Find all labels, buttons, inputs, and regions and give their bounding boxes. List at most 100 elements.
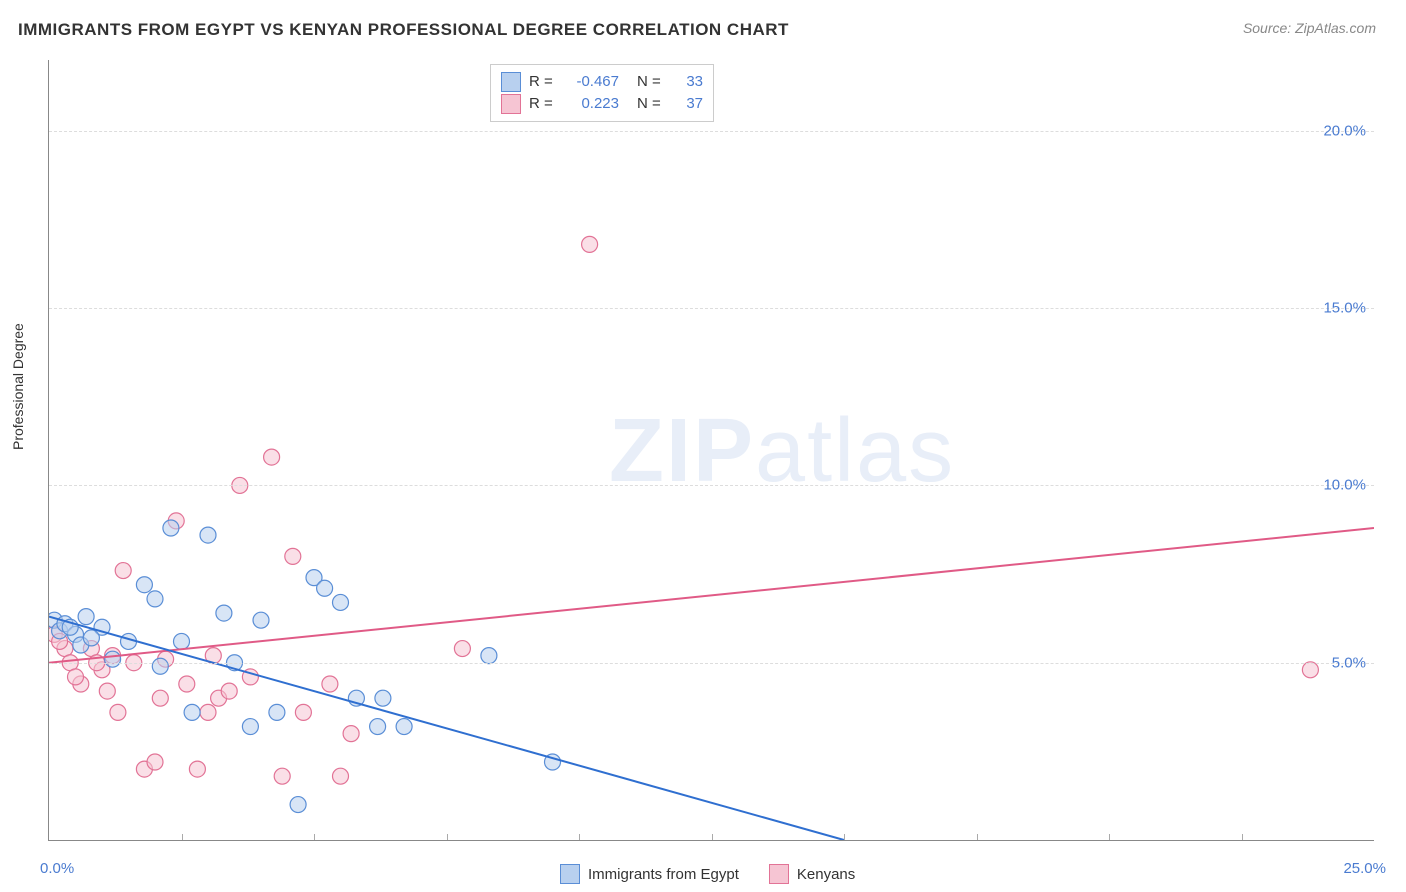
x-minor-tick <box>314 834 315 840</box>
legend-row: R =0.223N =37 <box>501 93 703 115</box>
scatter-point-egypt <box>253 612 269 628</box>
scatter-point-kenya <box>136 761 152 777</box>
scatter-point-kenya <box>83 641 99 657</box>
n-value: 33 <box>675 71 703 93</box>
scatter-point-egypt <box>317 580 333 596</box>
x-minor-tick <box>977 834 978 840</box>
scatter-point-kenya <box>99 683 115 699</box>
scatter-point-kenya <box>152 690 168 706</box>
scatter-point-kenya <box>49 626 62 642</box>
x-minor-tick <box>579 834 580 840</box>
scatter-point-egypt <box>94 619 110 635</box>
scatter-point-kenya <box>73 676 89 692</box>
scatter-point-egypt <box>62 619 78 635</box>
scatter-point-kenya <box>1302 662 1318 678</box>
x-tick-min: 0.0% <box>40 860 74 877</box>
scatter-point-egypt <box>481 648 497 664</box>
scatter-point-kenya <box>105 648 121 664</box>
scatter-point-egypt <box>184 704 200 720</box>
scatter-point-kenya <box>582 236 598 252</box>
x-minor-tick <box>712 834 713 840</box>
x-minor-tick <box>447 834 448 840</box>
x-minor-tick <box>844 834 845 840</box>
scatter-point-egypt <box>545 754 561 770</box>
scatter-point-kenya <box>205 648 221 664</box>
legend-swatch <box>769 864 789 884</box>
scatter-point-egypt <box>78 609 94 625</box>
scatter-point-kenya <box>179 676 195 692</box>
r-value: 0.223 <box>567 93 619 115</box>
scatter-point-egypt <box>375 690 391 706</box>
y-axis-label: Professional Degree <box>10 323 26 450</box>
scatter-point-egypt <box>290 797 306 813</box>
chart-svg <box>49 60 1374 840</box>
scatter-point-kenya <box>211 690 227 706</box>
scatter-point-kenya <box>57 641 73 657</box>
scatter-point-egypt <box>136 577 152 593</box>
regression-line-egypt <box>49 617 844 840</box>
gridline-h <box>49 131 1374 132</box>
scatter-point-egypt <box>242 719 258 735</box>
x-tick-max: 25.0% <box>1343 860 1386 877</box>
scatter-point-kenya <box>221 683 237 699</box>
chart-title: IMMIGRANTS FROM EGYPT VS KENYAN PROFESSI… <box>18 20 789 40</box>
chart-container: IMMIGRANTS FROM EGYPT VS KENYAN PROFESSI… <box>0 0 1406 892</box>
scatter-point-kenya <box>343 726 359 742</box>
y-tick-label: 5.0% <box>1332 654 1366 671</box>
y-tick-label: 20.0% <box>1323 122 1366 139</box>
scatter-point-egypt <box>333 594 349 610</box>
r-label: R = <box>529 71 559 93</box>
scatter-point-egypt <box>396 719 412 735</box>
x-minor-tick <box>182 834 183 840</box>
scatter-point-egypt <box>57 616 73 632</box>
x-minor-tick <box>1242 834 1243 840</box>
legend-row: R =-0.467N =33 <box>501 71 703 93</box>
scatter-point-kenya <box>242 669 258 685</box>
x-minor-tick <box>1109 834 1110 840</box>
plot-area: ZIPatlas 5.0% 10.0% 15.0% 20.0% <box>48 60 1374 841</box>
scatter-point-kenya <box>168 513 184 529</box>
n-label: N = <box>637 93 667 115</box>
scatter-point-egypt <box>52 623 68 639</box>
scatter-point-egypt <box>83 630 99 646</box>
scatter-point-egypt <box>68 626 84 642</box>
scatter-point-kenya <box>94 662 110 678</box>
scatter-point-egypt <box>174 633 190 649</box>
scatter-point-egypt <box>200 527 216 543</box>
legend-label: Kenyans <box>797 866 855 883</box>
gridline-h <box>49 485 1374 486</box>
scatter-point-egypt <box>121 633 137 649</box>
scatter-point-egypt <box>105 651 121 667</box>
scatter-point-egypt <box>163 520 179 536</box>
scatter-point-egypt <box>147 591 163 607</box>
gridline-h <box>49 308 1374 309</box>
scatter-point-kenya <box>322 676 338 692</box>
y-tick-label: 10.0% <box>1323 477 1366 494</box>
scatter-point-kenya <box>274 768 290 784</box>
scatter-point-kenya <box>333 768 349 784</box>
scatter-point-kenya <box>158 651 174 667</box>
scatter-point-kenya <box>454 641 470 657</box>
scatter-point-kenya <box>189 761 205 777</box>
legend-swatch <box>501 94 521 114</box>
r-label: R = <box>529 93 559 115</box>
scatter-point-egypt <box>348 690 364 706</box>
series-legend: Immigrants from Egypt Kenyans <box>560 864 855 884</box>
legend-item: Immigrants from Egypt <box>560 864 739 884</box>
legend-swatch <box>501 72 521 92</box>
source-credit: Source: ZipAtlas.com <box>1243 20 1376 36</box>
scatter-point-kenya <box>147 754 163 770</box>
scatter-point-egypt <box>73 637 89 653</box>
y-tick-label: 15.0% <box>1323 300 1366 317</box>
scatter-point-kenya <box>264 449 280 465</box>
correlation-legend: R =-0.467N =33R =0.223N =37 <box>490 64 714 122</box>
scatter-point-egypt <box>306 570 322 586</box>
scatter-point-kenya <box>110 704 126 720</box>
scatter-point-kenya <box>68 669 84 685</box>
watermark: ZIPatlas <box>609 400 955 503</box>
regression-line-kenya <box>49 528 1374 663</box>
source-prefix: Source: <box>1243 20 1295 36</box>
scatter-point-kenya <box>52 633 68 649</box>
scatter-point-kenya <box>115 563 131 579</box>
scatter-point-kenya <box>200 704 216 720</box>
